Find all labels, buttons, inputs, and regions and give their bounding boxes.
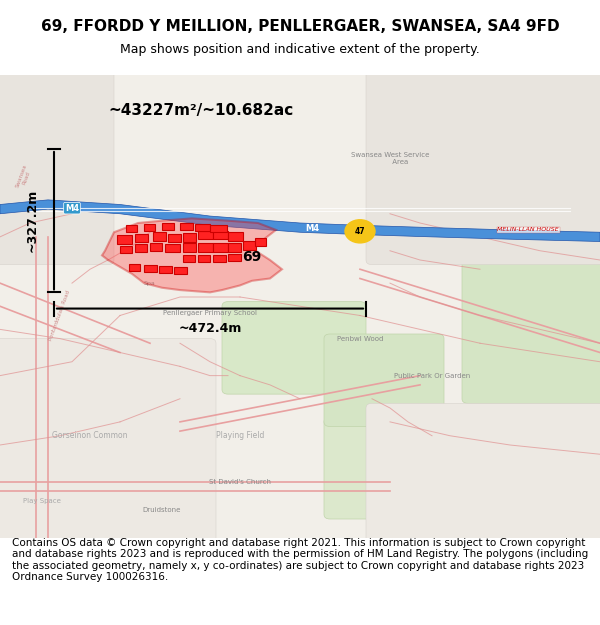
Text: Public Park Or Garden: Public Park Or Garden [394, 372, 470, 379]
Text: Swansea
Road: Swansea Road [14, 163, 34, 190]
Bar [243, 241, 256, 250]
Text: M4: M4 [65, 204, 79, 212]
Bar [159, 266, 172, 273]
Text: Penllergaer Primary School: Penllergaer Primary School [163, 310, 257, 316]
Bar [210, 225, 227, 232]
Bar [228, 243, 241, 252]
FancyBboxPatch shape [366, 403, 600, 542]
Text: Contains OS data © Crown copyright and database right 2021. This information is : Contains OS data © Crown copyright and d… [12, 538, 588, 582]
Text: Druidstone: Druidstone [143, 507, 181, 512]
Text: Map shows position and indicative extent of the property.: Map shows position and indicative extent… [120, 43, 480, 56]
Polygon shape [102, 218, 282, 292]
Text: MELIN-LLAN HOUSE: MELIN-LLAN HOUSE [497, 228, 559, 232]
Bar [126, 225, 137, 232]
FancyBboxPatch shape [462, 232, 600, 403]
Bar [195, 224, 210, 231]
Bar [213, 243, 228, 252]
Circle shape [345, 220, 375, 243]
Bar [213, 231, 228, 239]
Text: ~472.4m: ~472.4m [178, 322, 242, 336]
Bar [135, 244, 147, 252]
Bar [174, 267, 187, 274]
Bar [153, 232, 166, 241]
Bar [198, 243, 213, 252]
FancyBboxPatch shape [0, 339, 216, 542]
Bar [120, 246, 132, 253]
Bar [228, 254, 241, 261]
FancyBboxPatch shape [366, 71, 600, 264]
FancyBboxPatch shape [324, 334, 444, 426]
FancyBboxPatch shape [222, 302, 366, 394]
Bar [180, 223, 193, 230]
Bar [198, 231, 213, 239]
Text: M4: M4 [305, 224, 319, 233]
Bar [168, 234, 181, 242]
Text: St David's Church: St David's Church [209, 479, 271, 485]
Bar [213, 255, 226, 262]
Bar [255, 238, 266, 246]
Bar [117, 236, 132, 244]
Text: Penbwl Wood: Penbwl Wood [337, 336, 383, 342]
Bar [183, 243, 196, 252]
Text: Pontarddulais Road: Pontarddulais Road [49, 289, 71, 341]
Bar [183, 233, 196, 241]
Text: ~43227m²/~10.682ac: ~43227m²/~10.682ac [108, 102, 293, 118]
Bar [228, 232, 243, 241]
Bar [150, 243, 162, 251]
Bar [129, 264, 140, 271]
Text: 47: 47 [355, 227, 365, 236]
Bar [165, 244, 180, 252]
Text: Playing Field: Playing Field [216, 431, 264, 440]
Text: Swansea West Service
         Area: Swansea West Service Area [351, 152, 429, 165]
Text: 69: 69 [242, 250, 262, 264]
Bar [162, 223, 174, 230]
Bar [144, 224, 155, 231]
Bar [183, 255, 195, 262]
Text: Gorseinon Common: Gorseinon Common [52, 431, 128, 440]
Polygon shape [0, 200, 600, 241]
Text: Spa: Spa [144, 281, 156, 286]
Bar [135, 234, 148, 242]
FancyBboxPatch shape [0, 71, 114, 264]
Text: 69, FFORDD Y MEILLION, PENLLERGAER, SWANSEA, SA4 9FD: 69, FFORDD Y MEILLION, PENLLERGAER, SWAN… [41, 19, 559, 34]
Text: Play Space: Play Space [23, 498, 61, 504]
Bar [198, 255, 210, 262]
FancyBboxPatch shape [324, 418, 486, 519]
Bar [144, 264, 157, 271]
Text: ~327.2m: ~327.2m [26, 189, 39, 253]
